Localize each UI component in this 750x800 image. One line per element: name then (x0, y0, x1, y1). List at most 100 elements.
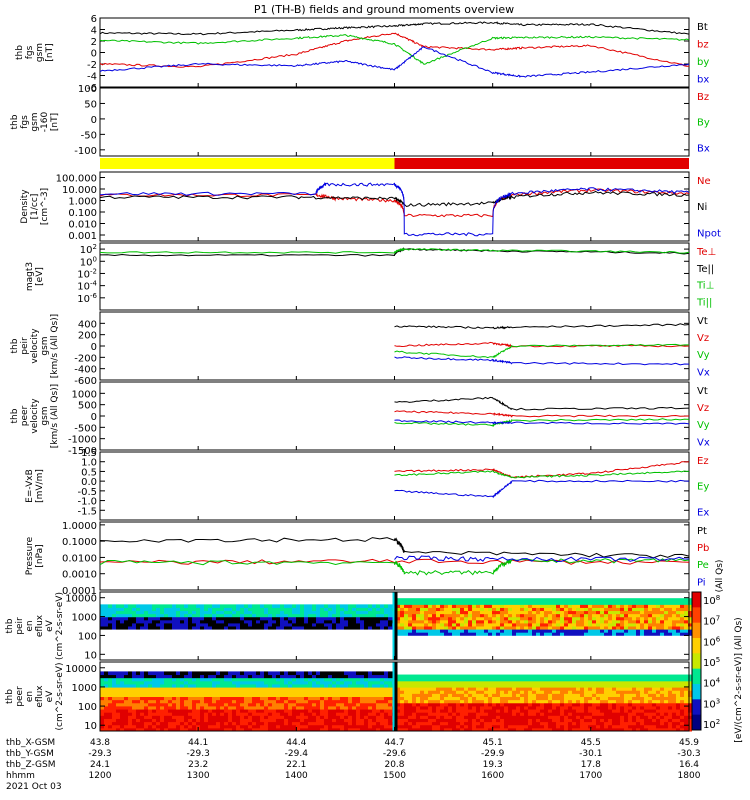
spectrum-cell (628, 712, 632, 716)
spectrum-cell (296, 613, 300, 618)
spectrum-cell (608, 724, 612, 729)
spectrum-cell (552, 721, 556, 726)
y-axis-label: thb (10, 408, 20, 423)
spectrum-cell (456, 687, 460, 691)
spectrum-cell (308, 709, 312, 713)
spectrum-cell (320, 607, 324, 612)
spectrum-cell (612, 619, 616, 624)
spectrum-cell (492, 610, 496, 615)
spectrum-cell (480, 727, 484, 732)
spectrum-cell (676, 702, 680, 707)
spectrum-cell (484, 721, 488, 726)
spectrum-cell (308, 721, 312, 726)
spectrum-cell (632, 604, 636, 608)
spectrum-cell (464, 674, 468, 679)
spectrum-cell (276, 727, 280, 732)
spectrum-cell (524, 619, 528, 624)
spectrum-cell (500, 610, 504, 615)
spectrum-cell (640, 709, 644, 713)
spectrum-cell (456, 598, 460, 602)
spectrum-cell (564, 607, 568, 612)
spectrum-cell (428, 607, 432, 612)
spectrum-cell (224, 709, 228, 713)
spectrum-cell (432, 683, 436, 688)
spectrum-cell (120, 721, 124, 726)
spectrum-cell (364, 709, 368, 713)
spectrum-cell (624, 680, 628, 685)
spectrum-cell (632, 632, 636, 636)
y-axis-label: eflux (35, 614, 45, 637)
spectrum-cell (580, 616, 584, 621)
spectrum-cell (340, 626, 344, 630)
spectrum-cell (328, 616, 332, 621)
spectrum-cell (264, 699, 268, 704)
spectrum-cell (180, 727, 184, 732)
spectrum-cell (396, 610, 400, 615)
spectrum-cell (312, 696, 316, 701)
spectrum-cell (452, 604, 456, 608)
spectrum-cell (500, 721, 504, 726)
spectrum-cell (112, 727, 116, 732)
spectrum-cell (380, 693, 384, 697)
spectrum-cell (504, 721, 508, 726)
spectrum-cell (332, 687, 336, 691)
spectrum-cell (112, 715, 116, 719)
spectrum-cell (112, 610, 116, 615)
spectrum-cell (492, 683, 496, 688)
spectrum-cell (308, 712, 312, 716)
spectrum-cell (372, 604, 376, 608)
series-Vy (394, 343, 689, 359)
spectrum-cell (616, 705, 620, 710)
spectrum-cell (320, 604, 324, 608)
spectrum-cell (636, 598, 640, 602)
spectrum-cell (180, 696, 184, 701)
spectrum-cell (336, 626, 340, 630)
spectrum-cell (256, 610, 260, 615)
spectrum-cell (220, 724, 224, 729)
spectrum-cell (580, 699, 584, 704)
legend-Npot: Npot (697, 228, 721, 239)
spectrum-cell (184, 705, 188, 710)
spectrum-cell (580, 677, 584, 682)
spectrum-cell (236, 683, 240, 688)
spectrum-cell (116, 610, 120, 615)
spectrum-cell (228, 677, 232, 682)
spectrum-cell (168, 683, 172, 688)
spectrum-cell (320, 712, 324, 716)
spectrum-cell (600, 702, 604, 707)
spectrum-cell (396, 702, 400, 707)
ephem-value: 45.5 (581, 738, 601, 748)
spectrum-cell (572, 727, 576, 732)
spectrum-cell (688, 632, 692, 636)
spectrum-cell (316, 715, 320, 719)
spectrum-cell (448, 677, 452, 682)
spectrum-cell (416, 619, 420, 624)
spectrum-cell (108, 709, 112, 713)
spectrum-cell (120, 619, 124, 624)
spectrum-cell (420, 693, 424, 697)
spectrum-cell (668, 677, 672, 682)
spectrum-cell (608, 604, 612, 608)
spectrum-cell (456, 632, 460, 636)
spectrum-cell (348, 607, 352, 612)
spectrum-cell (472, 699, 476, 704)
spectrum-cell (568, 718, 572, 723)
spectrum-cell (680, 613, 684, 618)
spectrum-cell (376, 690, 380, 694)
spectrum-cell (288, 724, 292, 729)
spectrum-cell (572, 690, 576, 694)
spectrum-cell (432, 604, 436, 608)
spectrum-cell (304, 626, 308, 630)
spectrum-cell (212, 604, 216, 608)
spectrum-cell (276, 693, 280, 697)
spectrum-cell (684, 690, 688, 694)
spectrum-cell (196, 699, 200, 704)
ephem-value: -29.3 (88, 749, 111, 759)
spectrum-cell (144, 622, 148, 627)
spectrum-cell (388, 702, 392, 707)
spectrum-cell (128, 715, 132, 719)
spectrum-cell (320, 619, 324, 624)
spectrum-cell (664, 724, 668, 729)
spectrum-cell (328, 607, 332, 612)
spectrum-cell (548, 632, 552, 636)
